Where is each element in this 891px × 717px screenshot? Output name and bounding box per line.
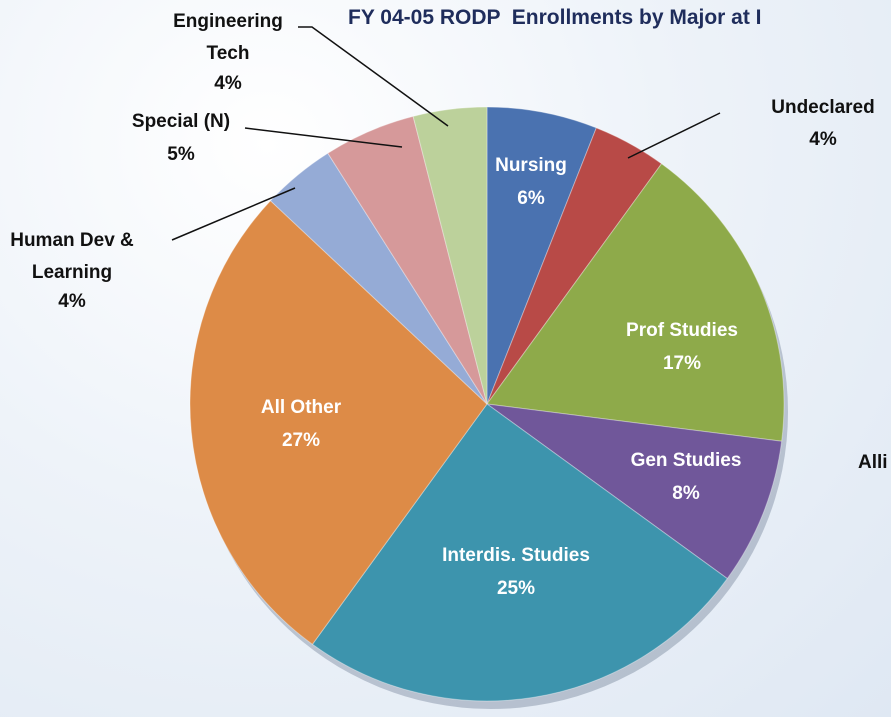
pie-slice — [412, 106, 488, 405]
slice-value-label: 4% — [809, 129, 837, 150]
pie-slice — [311, 403, 728, 702]
slice-value-label: 6% — [517, 188, 545, 209]
pie-slice — [189, 199, 488, 645]
slice-label: Special (N) — [131, 111, 231, 132]
slice-value-label: 25% — [496, 578, 536, 599]
pie-slice — [269, 152, 488, 405]
slice-label: All Other — [260, 397, 342, 418]
slice-value-label: 4% — [214, 73, 242, 94]
slice-value-label: 4% — [58, 291, 86, 312]
slice-label: Human Dev & Learning — [10, 230, 134, 283]
leader-line — [171, 187, 296, 241]
slice-label: Nursing — [495, 155, 567, 176]
pie-slice — [486, 127, 663, 405]
slice-value-label: 17% — [662, 353, 702, 374]
leader-line — [298, 26, 449, 127]
pie-slice — [486, 163, 785, 442]
slice-value-label: 5% — [167, 144, 195, 165]
slice-label: Interdis. Studies — [442, 545, 590, 566]
leader-line — [244, 127, 403, 148]
pie-slice — [486, 106, 597, 405]
slice-value-label: 8% — [672, 483, 700, 504]
slice-label: Undeclared — [771, 97, 875, 118]
slice-label: Gen Studies — [630, 450, 742, 471]
annotation: Alli — [858, 452, 888, 473]
chart-title: FY 04-05 RODP Enrollments by Major at I — [348, 6, 762, 29]
slice-label: Engineering Tech — [173, 11, 283, 64]
pie-slice — [327, 115, 488, 405]
pie-slice — [486, 403, 783, 580]
slice-value-label: 27% — [281, 430, 321, 451]
slice-label: Prof Studies — [626, 320, 738, 341]
leader-line — [627, 112, 721, 159]
